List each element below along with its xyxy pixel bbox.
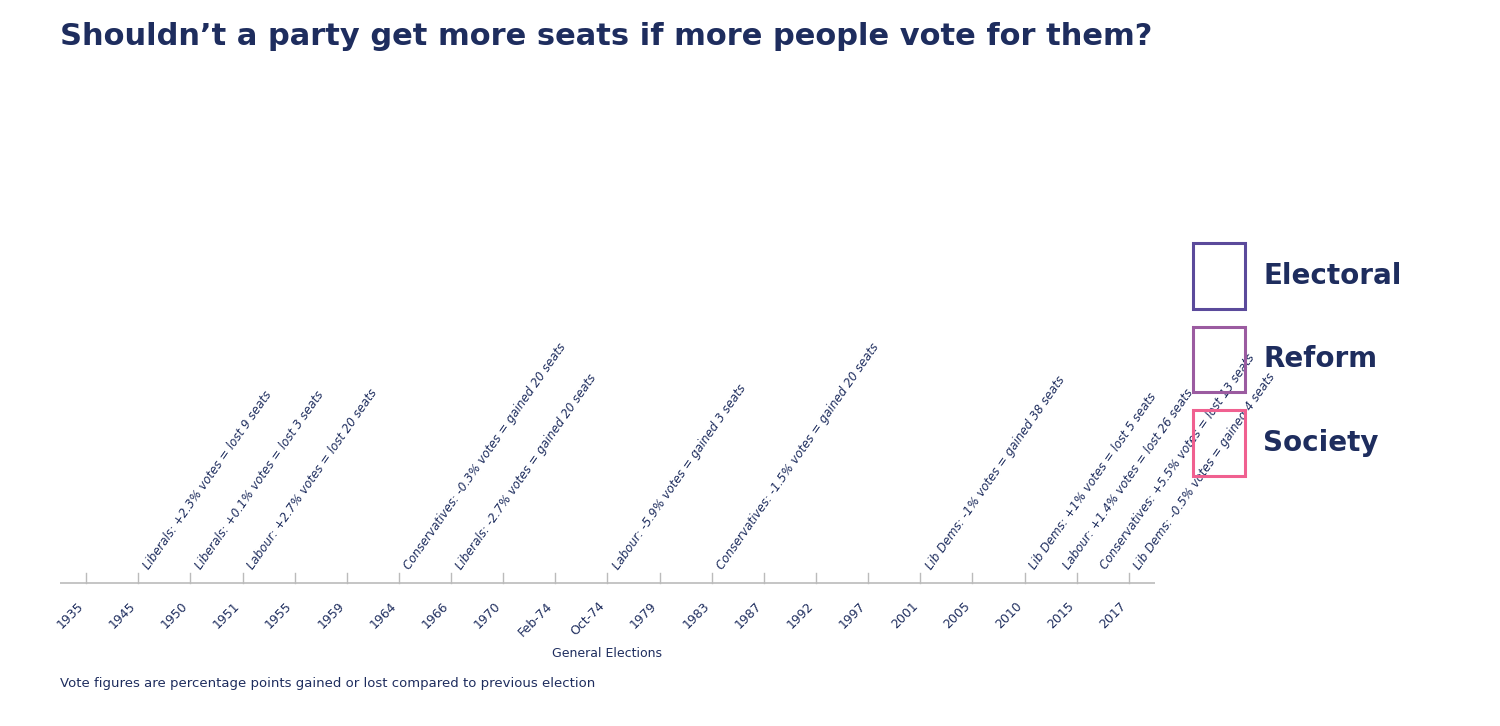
Text: Liberals: +2.3% votes = lost 9 seats: Liberals: +2.3% votes = lost 9 seats — [141, 388, 274, 572]
Text: Conservatives: -1.5% votes = gained 20 seats: Conservatives: -1.5% votes = gained 20 s… — [714, 340, 882, 572]
Text: Liberals: -2.7% votes = gained 20 seats: Liberals: -2.7% votes = gained 20 seats — [453, 372, 600, 572]
Text: Society: Society — [1263, 429, 1378, 457]
X-axis label: General Elections: General Elections — [552, 647, 663, 660]
Text: Lib Dems: +1% votes = lost 5 seats: Lib Dems: +1% votes = lost 5 seats — [1028, 391, 1160, 572]
Text: Liberals: +0.1% votes = lost 3 seats: Liberals: +0.1% votes = lost 3 seats — [194, 388, 327, 572]
Text: Lib Dems: -0.5% votes = gained 4 seats: Lib Dems: -0.5% votes = gained 4 seats — [1131, 370, 1278, 572]
Text: Lib Dems: -1% votes = gained 38 seats: Lib Dems: -1% votes = gained 38 seats — [922, 374, 1068, 572]
Text: Reform: Reform — [1263, 346, 1377, 373]
Text: Shouldn’t a party get more seats if more people vote for them?: Shouldn’t a party get more seats if more… — [60, 22, 1152, 51]
Text: Labour: +2.7% votes = lost 20 seats: Labour: +2.7% votes = lost 20 seats — [244, 387, 380, 572]
Text: Labour: -5.9% votes = gained 3 seats: Labour: -5.9% votes = gained 3 seats — [610, 382, 748, 572]
Text: Labour: +1.4% votes = lost 26 seats: Labour: +1.4% votes = lost 26 seats — [1060, 387, 1196, 572]
Text: Vote figures are percentage points gained or lost compared to previous election: Vote figures are percentage points gaine… — [60, 677, 596, 690]
Text: Conservatives: -0.3% votes = gained 20 seats: Conservatives: -0.3% votes = gained 20 s… — [402, 340, 568, 572]
Text: Conservatives: +5.5% votes = lost 13 seats: Conservatives: +5.5% votes = lost 13 sea… — [1098, 351, 1257, 572]
Text: Electoral: Electoral — [1263, 262, 1401, 290]
